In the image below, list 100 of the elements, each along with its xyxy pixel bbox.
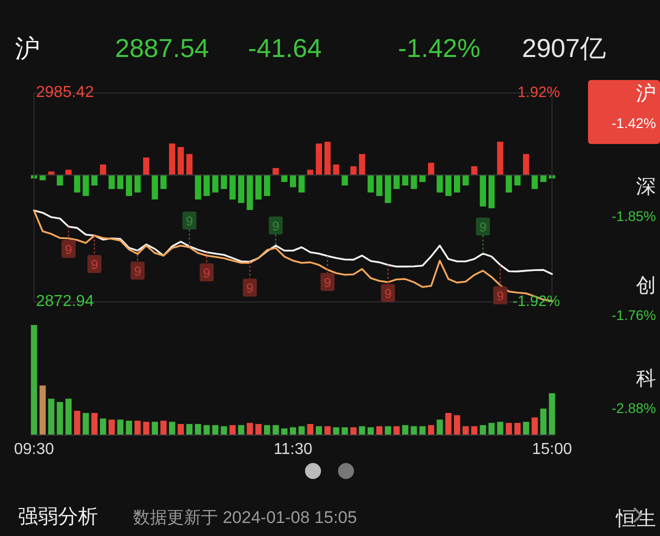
bar (246, 422, 253, 435)
y2-tick-label: -1.92% (512, 292, 560, 310)
text: 沪 (15, 35, 40, 63)
bar (117, 175, 124, 189)
bar (134, 175, 141, 192)
bar (82, 175, 89, 196)
bar (506, 422, 512, 435)
text: 创 (636, 275, 656, 297)
bar (462, 426, 469, 435)
bar (548, 393, 556, 435)
bar (358, 154, 366, 175)
bar (186, 424, 193, 435)
bar (40, 175, 46, 180)
bar (264, 425, 270, 435)
y-tick-label: 2985.42 (36, 84, 94, 102)
bar (264, 175, 270, 196)
bar (436, 420, 443, 435)
bar (419, 175, 426, 182)
bar (169, 144, 176, 175)
bar (220, 426, 228, 435)
bar (194, 175, 202, 200)
bar (342, 175, 348, 186)
bar (462, 175, 469, 186)
bar (100, 164, 106, 175)
bar (298, 175, 305, 192)
annotation: 9 (272, 218, 280, 234)
bar (126, 175, 132, 196)
bar (255, 424, 262, 435)
bar (488, 422, 495, 435)
bar (497, 422, 504, 435)
bar (40, 386, 46, 435)
bar (91, 413, 98, 435)
text: -41.64 (248, 33, 322, 63)
text: 2887.54 (115, 33, 209, 63)
annotation: 9 (496, 288, 504, 304)
bar (436, 175, 443, 192)
bar (333, 164, 340, 175)
bar (384, 426, 392, 435)
text: -1.42% (398, 33, 480, 63)
bar (48, 398, 54, 435)
bar (220, 175, 228, 189)
bar (204, 425, 210, 435)
y-tick-label: 2872.94 (36, 293, 94, 310)
bar (368, 175, 374, 192)
bar (194, 424, 202, 435)
text: 2907亿 (522, 33, 606, 63)
bar (506, 175, 512, 192)
text: 科 (636, 368, 656, 390)
bar (522, 422, 530, 435)
bar (30, 325, 38, 435)
annotation: 9 (90, 256, 98, 272)
bar (324, 426, 331, 435)
bar (376, 175, 382, 196)
bar (540, 175, 546, 182)
bar (393, 426, 400, 435)
bar (65, 398, 72, 435)
annotation: 9 (246, 280, 254, 296)
bar (368, 427, 374, 435)
bar (307, 424, 314, 435)
bar (514, 422, 521, 435)
bar (445, 413, 452, 435)
text: 沪 (636, 82, 656, 105)
text: -2.88% (612, 400, 656, 416)
text: 数据更新于 2024-01-08 15:05 (133, 508, 357, 527)
bar (108, 175, 115, 189)
bar (160, 175, 167, 189)
bar (514, 175, 521, 186)
bar (454, 175, 460, 192)
annotation: 9 (134, 264, 142, 279)
bar (298, 426, 305, 435)
bar (212, 175, 218, 192)
bar (255, 175, 262, 200)
bar (212, 425, 218, 435)
bar (74, 410, 80, 435)
bar (48, 172, 54, 175)
bar (126, 420, 132, 435)
text: -1.76% (612, 307, 656, 323)
bar (74, 175, 80, 192)
annotation: 9 (384, 286, 392, 301)
bar (91, 175, 98, 186)
bar (178, 147, 184, 175)
bar (497, 142, 504, 175)
bar (134, 420, 141, 435)
bar (229, 175, 236, 200)
bar (56, 402, 64, 435)
bar (324, 142, 331, 175)
bar (290, 175, 296, 188)
bar (402, 175, 408, 186)
bar (376, 426, 382, 435)
bar (117, 420, 124, 435)
bar (281, 175, 288, 182)
bar (316, 144, 322, 175)
bar (143, 422, 150, 435)
bar (152, 175, 158, 200)
bar (358, 426, 366, 435)
bar (246, 175, 253, 210)
bar (384, 175, 392, 203)
bar (480, 425, 486, 435)
bar (56, 175, 64, 186)
x-tick-label: 11:30 (274, 441, 313, 458)
